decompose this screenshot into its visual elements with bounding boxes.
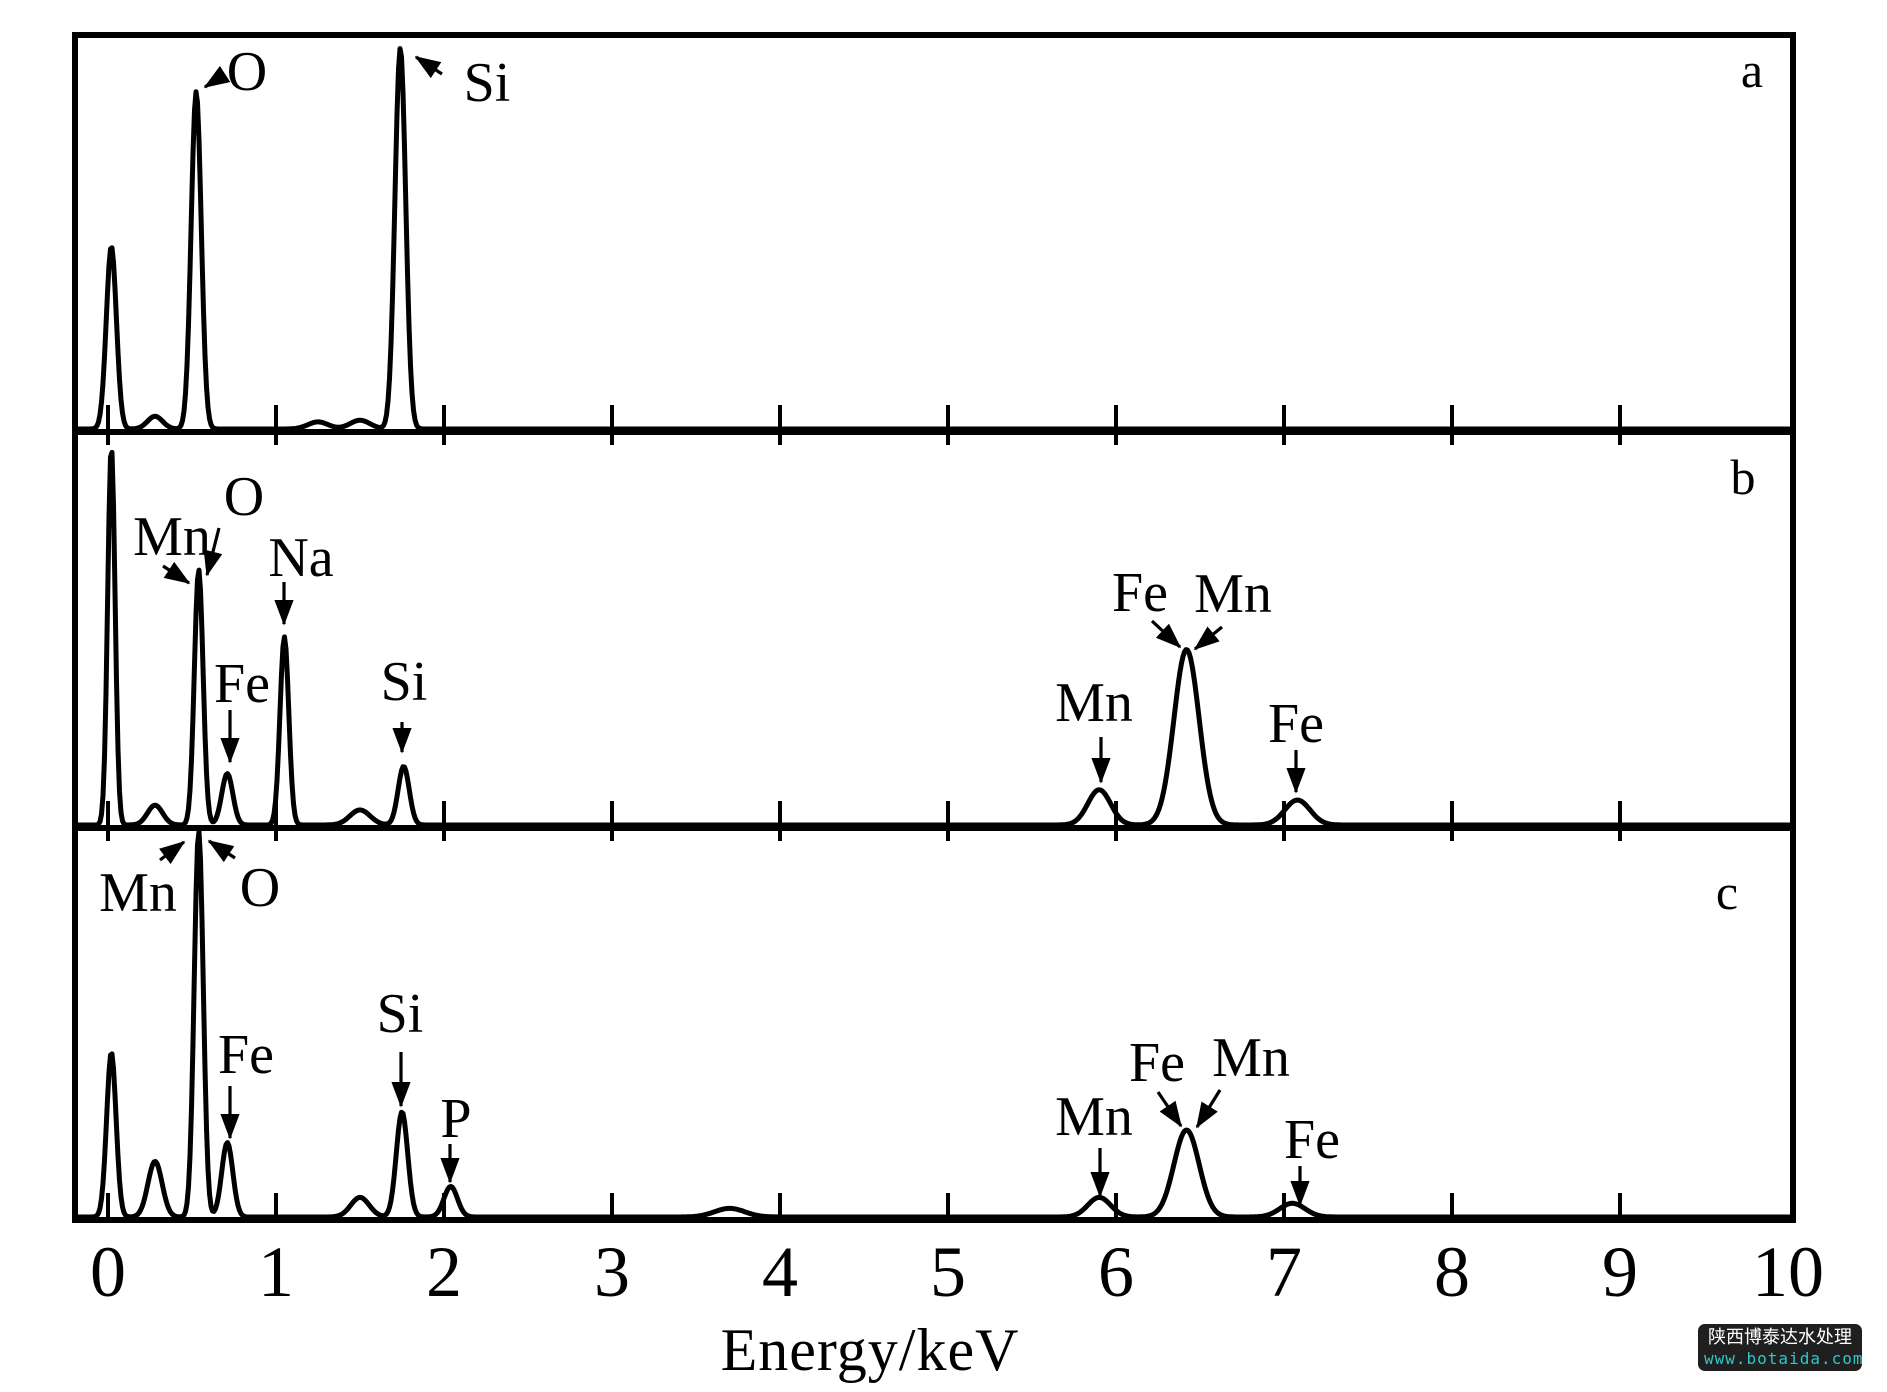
- x-tick-label-10: 10: [1752, 1232, 1824, 1312]
- spectrum-curve-c: [76, 829, 1792, 1220]
- annotation-arrow: [203, 65, 231, 89]
- panel-label-b: b: [1730, 449, 1756, 505]
- watermark-url: www.botaida.com: [1704, 1348, 1864, 1368]
- x-tick-label-7: 7: [1266, 1232, 1302, 1312]
- plot-frame: [72, 32, 1796, 1223]
- element-label-mn: Mn: [1194, 563, 1272, 625]
- annotation-arrow: [1193, 625, 1224, 651]
- element-label-mn: Mn: [1212, 1027, 1290, 1089]
- element-label-o: O: [223, 466, 265, 528]
- annotation-arrow: [1156, 1091, 1183, 1128]
- element-label-si: Si: [376, 983, 424, 1045]
- annotation-arrow: [1150, 619, 1182, 649]
- element-label-fe: Fe: [1268, 693, 1324, 755]
- element-label-si: Si: [463, 52, 511, 114]
- watermark-text: 陕西博泰达水处理: [1708, 1327, 1852, 1347]
- element-label-mn: Mn: [1055, 1086, 1133, 1148]
- x-tick-label-8: 8: [1434, 1232, 1470, 1312]
- element-label-fe: Fe: [1129, 1032, 1185, 1094]
- x-tick-label-0: 0: [90, 1232, 126, 1312]
- x-tick-label-3: 3: [594, 1232, 630, 1312]
- annotation-arrow: [203, 527, 223, 577]
- annotation-arrows: [159, 55, 1310, 1207]
- element-label-fe: Fe: [1284, 1109, 1340, 1171]
- x-axis-title: Energy/keV: [720, 1317, 1020, 1383]
- element-label-p: P: [440, 1088, 472, 1150]
- x-tick-label-4: 4: [762, 1232, 798, 1312]
- element-label-fe: Fe: [1112, 562, 1168, 624]
- annotation-arrow: [207, 839, 236, 863]
- plot-border: [72, 32, 1796, 1223]
- x-tick-label-6: 6: [1098, 1232, 1134, 1312]
- axis-ticks: [106, 405, 1622, 1220]
- spectrum-curve-a: [76, 46, 1792, 432]
- element-label-o: O: [239, 857, 281, 919]
- element-label-o: O: [226, 41, 268, 103]
- element-label-na: Na: [268, 527, 334, 589]
- panel-label-c: c: [1715, 864, 1739, 920]
- element-label-mn: Mn: [133, 506, 211, 568]
- annotation-arrow: [159, 840, 186, 865]
- spectrum-curves: [76, 46, 1792, 1220]
- annotation-arrow: [414, 55, 443, 79]
- x-tick-label-5: 5: [930, 1232, 966, 1312]
- element-label-mn: Mn: [99, 862, 177, 924]
- spectrum-curve-b: [76, 449, 1792, 828]
- annotation-arrow: [1195, 1089, 1222, 1129]
- x-tick-label-9: 9: [1602, 1232, 1638, 1312]
- element-label-fe: Fe: [214, 653, 270, 715]
- x-tick-label-1: 1: [258, 1232, 294, 1312]
- annotation-arrow: [162, 561, 191, 585]
- panel-label-a: a: [1740, 42, 1764, 98]
- x-tick-label-2: 2: [426, 1232, 462, 1312]
- element-label-mn: Mn: [1055, 672, 1133, 734]
- element-label-si: Si: [380, 651, 428, 713]
- element-label-fe: Fe: [218, 1024, 274, 1086]
- watermark-badge: 陕西博泰达水处理 www.botaida.com: [1698, 1324, 1864, 1371]
